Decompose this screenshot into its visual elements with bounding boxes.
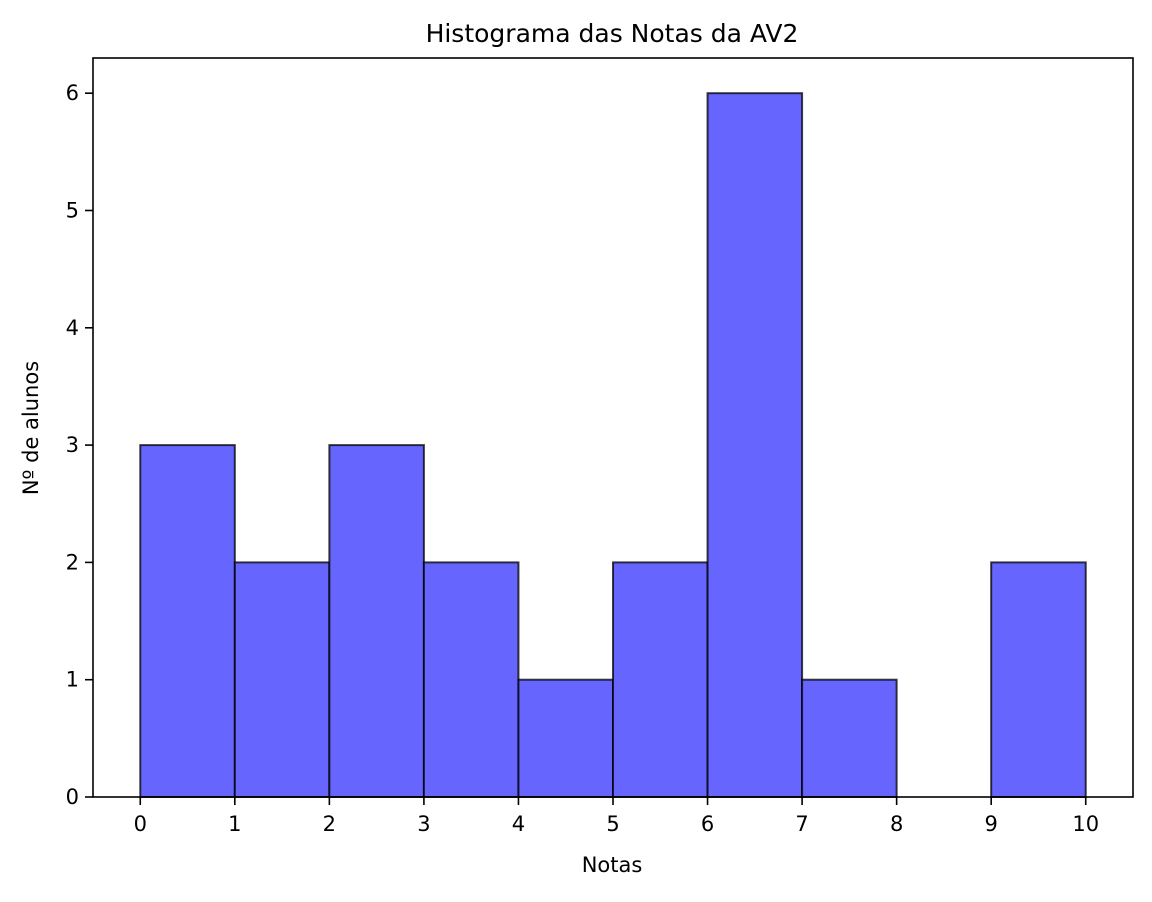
x-axis-ticks: 0 1 2 3 4 5 6 7 8 9 10 <box>134 797 1099 836</box>
y-tick-label: 4 <box>66 316 79 340</box>
histogram-bar <box>801 678 898 799</box>
x-tick-label: 4 <box>512 812 525 836</box>
histogram-bar <box>328 444 425 798</box>
y-tick-label: 6 <box>66 81 79 105</box>
histogram-bar <box>517 678 614 799</box>
histogram-bar <box>422 561 520 799</box>
chart-title: Histograma das Notas da AV2 <box>426 19 799 48</box>
x-tick-label: 6 <box>701 812 714 836</box>
histogram-bar <box>706 92 804 798</box>
histogram-bar <box>612 561 709 799</box>
x-tick-label: 1 <box>228 812 241 836</box>
histogram-bar <box>139 444 236 798</box>
x-axis-label: Notas <box>582 853 643 877</box>
x-tick-label: 5 <box>606 812 619 836</box>
histogram-bar <box>233 561 331 799</box>
x-tick-label: 2 <box>323 812 336 836</box>
x-tick-label: 10 <box>1072 812 1099 836</box>
x-tick-label: 3 <box>417 812 430 836</box>
bars-layer <box>139 92 1087 799</box>
x-tick-label: 0 <box>134 812 147 836</box>
y-axis-label: Nº de alunos <box>19 361 43 495</box>
y-tick-label: 2 <box>66 550 79 574</box>
x-tick-label: 8 <box>890 812 903 836</box>
y-axis-ticks: 0 1 2 3 4 5 6 <box>66 81 93 809</box>
x-tick-label: 7 <box>795 812 808 836</box>
y-tick-label: 3 <box>66 433 79 457</box>
histogram-bar <box>990 561 1087 799</box>
y-tick-label: 0 <box>66 785 79 809</box>
y-tick-label: 5 <box>66 198 79 222</box>
y-tick-label: 1 <box>66 668 79 692</box>
x-tick-label: 9 <box>984 812 997 836</box>
